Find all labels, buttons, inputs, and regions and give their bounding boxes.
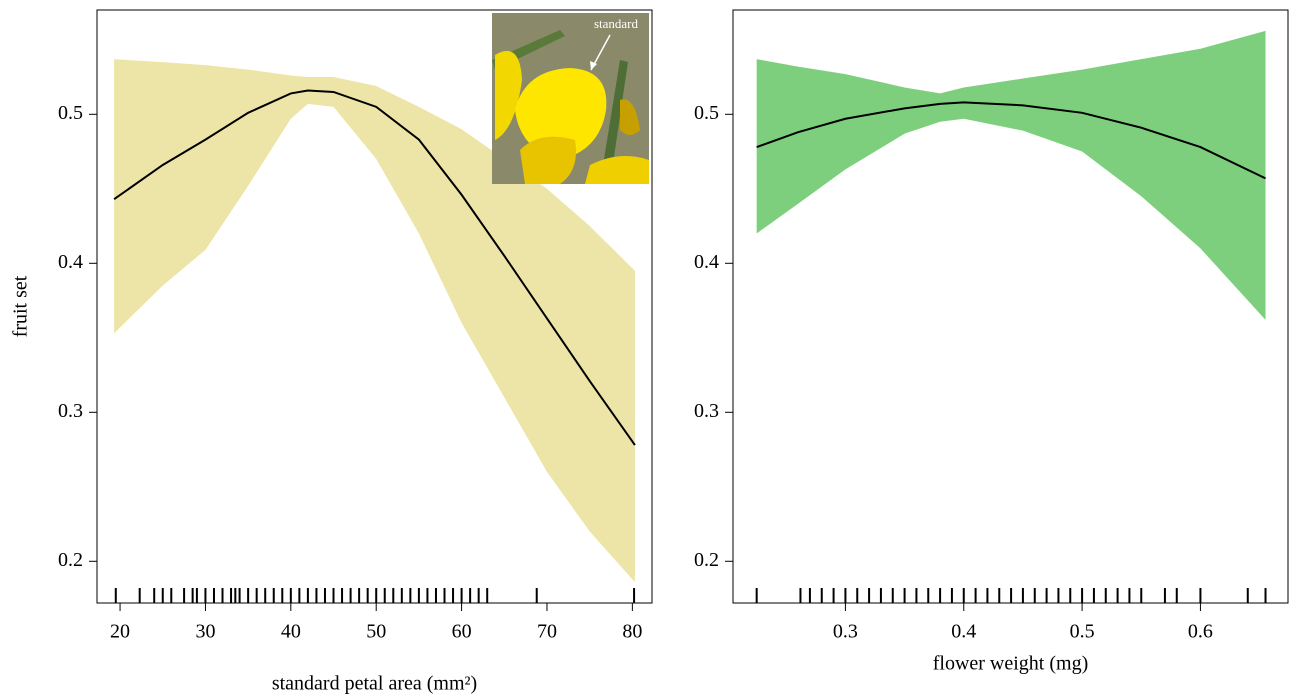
- petal: [520, 136, 576, 184]
- confidence-band: [756, 30, 1266, 320]
- y-tick-label: 0.4: [694, 251, 719, 273]
- x-tick-label: 70: [537, 621, 557, 643]
- bud: [620, 99, 640, 135]
- y-tick-label: 0.3: [694, 400, 719, 422]
- y-tick-label: 0.5: [58, 102, 83, 124]
- inset-label: standard: [594, 16, 639, 31]
- y-tick-label: 0.5: [694, 102, 719, 124]
- plot-frame: [732, 9, 1289, 604]
- x-axis-label: flower weight (mg): [933, 653, 1089, 675]
- petal: [495, 50, 522, 141]
- x-tick-label: 0.3: [833, 621, 858, 643]
- stem: [600, 60, 628, 184]
- y-tick-label: 0.4: [58, 251, 83, 273]
- x-tick-label: 80: [622, 621, 642, 643]
- confidence-band: [114, 59, 635, 583]
- arrow-head: [590, 61, 597, 70]
- x-tick-label: 0.4: [951, 621, 976, 643]
- x-tick-label: 60: [452, 621, 472, 643]
- y-tick-label: 0.2: [58, 549, 83, 571]
- x-tick-label: 0.5: [1070, 621, 1095, 643]
- petal: [515, 68, 607, 160]
- y-axis-label: fruit set: [10, 275, 32, 337]
- x-tick-label: 30: [195, 621, 215, 643]
- x-tick-label: 20: [110, 621, 130, 643]
- x-tick-label: 40: [281, 621, 301, 643]
- x-axis-label: standard petal area (mm²): [272, 673, 477, 695]
- x-tick-label: 50: [366, 621, 386, 643]
- y-tick-label: 0.3: [58, 400, 83, 422]
- fit-line: [756, 101, 1266, 180]
- y-tick-label: 0.2: [694, 549, 719, 571]
- plot-frame: [96, 9, 653, 604]
- petal: [585, 156, 649, 184]
- fit-line: [113, 89, 636, 446]
- inset-photo: [492, 13, 649, 184]
- x-tick-label: 0.6: [1188, 621, 1213, 643]
